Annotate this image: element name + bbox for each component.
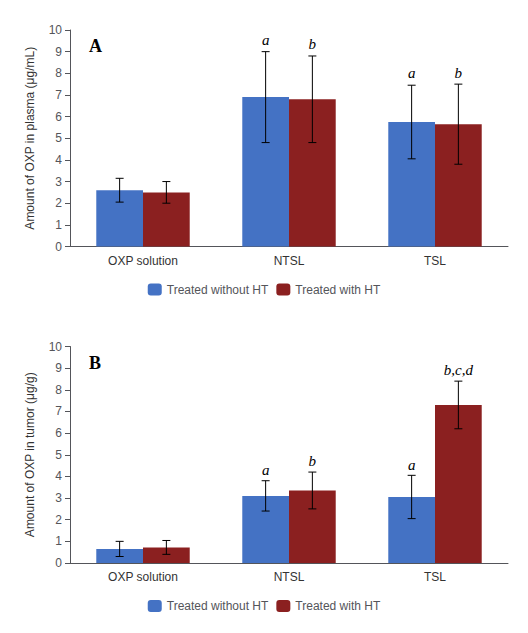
svg-text:5: 5	[55, 131, 62, 145]
svg-text:NTSL: NTSL	[274, 570, 305, 584]
svg-text:b: b	[309, 36, 317, 52]
svg-text:10: 10	[49, 340, 63, 354]
svg-text:Treated with HT: Treated with HT	[295, 283, 381, 297]
svg-text:A: A	[89, 36, 102, 56]
svg-text:OXP solution: OXP solution	[108, 570, 178, 584]
svg-text:TSL: TSL	[424, 254, 446, 268]
svg-text:b,c,d: b,c,d	[444, 362, 474, 378]
svg-text:Amount of OXP in tumor (μg/g): Amount of OXP in tumor (μg/g)	[23, 372, 37, 537]
svg-text:3: 3	[55, 491, 62, 505]
svg-text:NTSL: NTSL	[274, 254, 305, 268]
svg-text:B: B	[89, 353, 101, 373]
svg-text:7: 7	[55, 88, 62, 102]
svg-text:OXP solution: OXP solution	[108, 254, 178, 268]
svg-text:1: 1	[55, 218, 62, 232]
svg-text:7: 7	[55, 404, 62, 418]
svg-text:b: b	[455, 65, 463, 81]
svg-text:3: 3	[55, 175, 62, 189]
svg-text:0: 0	[55, 556, 62, 570]
svg-text:4: 4	[55, 153, 62, 167]
svg-text:8: 8	[55, 383, 62, 397]
svg-text:2: 2	[55, 196, 62, 210]
svg-text:0: 0	[55, 240, 62, 254]
svg-text:Treated without HT: Treated without HT	[167, 599, 269, 613]
svg-text:b: b	[309, 453, 317, 469]
svg-text:6: 6	[55, 110, 62, 124]
svg-text:a: a	[262, 462, 270, 478]
svg-text:2: 2	[55, 513, 62, 527]
svg-text:9: 9	[55, 361, 62, 375]
svg-text:TSL: TSL	[424, 570, 446, 584]
svg-text:Treated without HT: Treated without HT	[167, 283, 269, 297]
svg-text:4: 4	[55, 469, 62, 483]
svg-text:a: a	[408, 65, 416, 81]
svg-text:6: 6	[55, 426, 62, 440]
svg-text:a: a	[408, 457, 416, 473]
svg-text:Treated with HT: Treated with HT	[295, 599, 381, 613]
svg-text:a: a	[262, 32, 270, 48]
svg-text:9: 9	[55, 45, 62, 59]
svg-text:1: 1	[55, 534, 62, 548]
svg-text:8: 8	[55, 66, 62, 80]
svg-text:5: 5	[55, 448, 62, 462]
svg-text:10: 10	[49, 23, 63, 37]
svg-text:Amount of OXP in plasma (μg/mL: Amount of OXP in plasma (μg/mL)	[23, 47, 37, 230]
